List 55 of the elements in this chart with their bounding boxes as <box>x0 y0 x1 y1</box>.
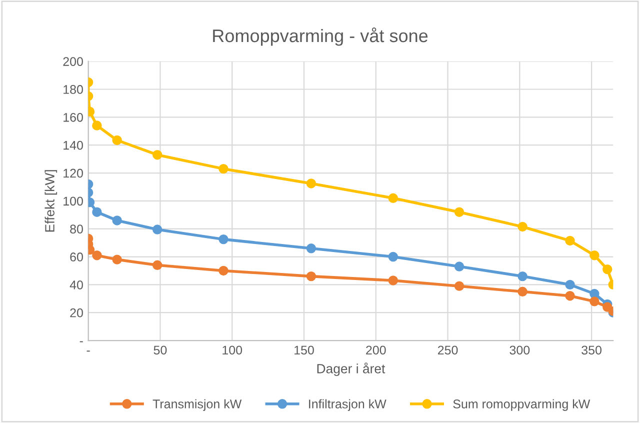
legend-label: Sum romoppvarming kW <box>453 399 590 411</box>
y-tick-label: - <box>80 341 83 342</box>
point <box>218 234 228 244</box>
x-tick-label: 250 <box>438 346 458 355</box>
point <box>218 164 228 174</box>
x-tick-label: 200 <box>366 346 386 355</box>
point <box>565 290 575 301</box>
point <box>112 135 122 146</box>
point <box>565 280 575 290</box>
x-tick-label: 100 <box>222 346 242 355</box>
point <box>306 271 316 282</box>
point <box>590 250 600 260</box>
y-axis-title: Effekt [kW] <box>44 170 58 232</box>
point <box>454 281 464 291</box>
chart-title: Romoppvarming - våt sone <box>213 27 428 46</box>
y-tick-label: 140 <box>64 140 83 150</box>
point <box>388 276 398 286</box>
point <box>590 296 600 306</box>
point <box>518 222 528 232</box>
y-tick-label: 20 <box>70 308 83 318</box>
point <box>112 216 122 226</box>
point <box>152 150 162 160</box>
y-tick-label: 80 <box>70 224 83 234</box>
y-tick-label: 40 <box>70 280 83 290</box>
point <box>388 193 398 203</box>
point <box>454 262 464 272</box>
point <box>306 178 316 188</box>
y-tick-label: 60 <box>70 252 83 262</box>
point <box>112 254 122 264</box>
point <box>518 286 528 297</box>
point <box>218 266 228 276</box>
y-tick-label: 160 <box>64 112 83 122</box>
point <box>92 207 102 217</box>
x-tick-label: 300 <box>510 346 530 355</box>
x-tick-label: 350 <box>582 346 602 355</box>
point <box>152 224 162 234</box>
point <box>565 236 575 246</box>
point <box>518 271 528 282</box>
legend-label: Infiltrasjon kW <box>309 399 386 411</box>
point <box>92 250 102 260</box>
point <box>388 252 398 262</box>
legend-label: Transmisjon kW <box>152 399 242 411</box>
point <box>92 120 102 130</box>
y-tick-label: 120 <box>64 168 83 178</box>
point <box>602 264 612 274</box>
x-tick-label: 150 <box>294 346 314 355</box>
x-tick-label: 50 <box>154 346 167 355</box>
y-tick-label: 180 <box>64 85 83 94</box>
x-axis-title: Dager i året <box>317 362 386 376</box>
y-tick-label: 200 <box>63 57 83 66</box>
point <box>590 288 600 299</box>
y-tick-label: 100 <box>64 196 83 206</box>
point <box>454 207 464 217</box>
point <box>306 244 316 254</box>
point <box>152 260 162 270</box>
